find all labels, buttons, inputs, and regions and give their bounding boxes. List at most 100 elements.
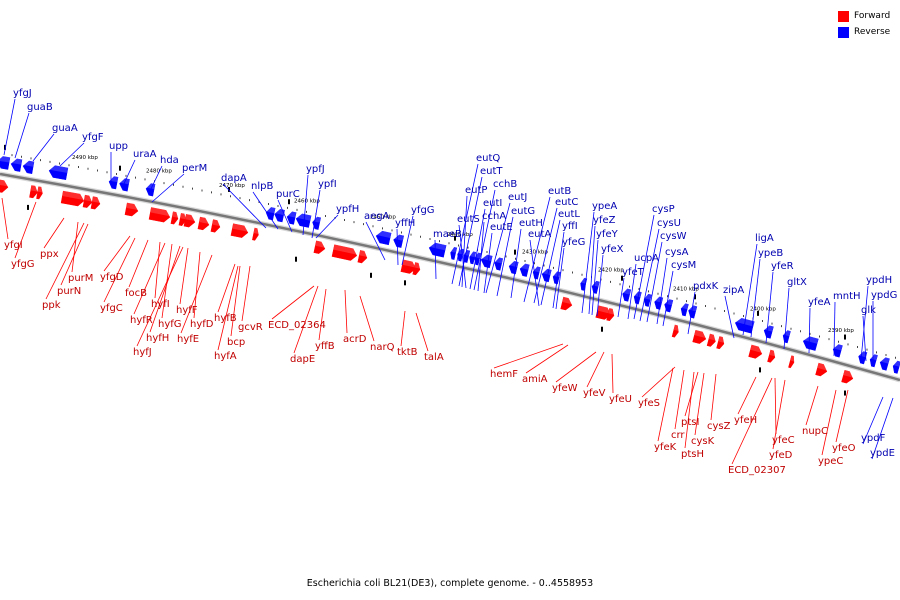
reverse-leader-line	[222, 183, 267, 229]
forward-gene-label: yfgC	[100, 303, 123, 314]
legend-forward: Forward	[838, 8, 890, 24]
reverse-leader-line	[555, 247, 565, 310]
reverse-gene-arrow	[375, 230, 392, 246]
reverse-gene-label: ypdF	[861, 433, 886, 444]
reverse-gene-arrow	[622, 288, 632, 302]
forward-gene-arrow	[170, 211, 179, 225]
reverse-gene-label: cchB	[493, 179, 517, 190]
forward-leader-line	[193, 251, 201, 319]
kbp-tick-label: 2390 kbp	[828, 328, 854, 334]
reverse-gene-label: yfeY	[596, 229, 619, 240]
forward-gene-label: hyfH	[146, 333, 169, 344]
reverse-gene-label: yfeG	[562, 237, 585, 248]
reverse-gene-arrow	[22, 160, 35, 174]
forward-gene-label: purN	[57, 286, 81, 297]
reverse-gene-label: eutB	[548, 186, 571, 197]
forward-gene-label: yfeK	[654, 442, 677, 453]
forward-gene-label: cysK	[691, 436, 715, 447]
forward-gene-label: yfeV	[583, 388, 606, 399]
forward-gene-label: yffB	[315, 341, 335, 352]
forward-leader-line	[71, 221, 79, 273]
reverse-gene-arrow	[580, 277, 588, 291]
forward-gene-label: amiA	[522, 374, 548, 385]
reverse-gene-label: guaA	[52, 123, 78, 134]
reverse-gene-arrow	[832, 344, 843, 358]
reverse-gene-label: uraA	[133, 149, 157, 160]
forward-gene-arrow	[183, 213, 196, 228]
reverse-gene-label: ypeA	[592, 201, 617, 212]
forward-leader-line	[731, 377, 773, 465]
reverse-gene-arrow	[508, 260, 519, 275]
forward-gene-arrow	[210, 219, 221, 233]
reverse-leader-line	[742, 243, 758, 336]
reverse-gene-arrow	[782, 330, 791, 344]
reverse-leader-line	[396, 228, 399, 266]
reverse-leader-line	[552, 231, 565, 309]
reverse-gene-arrow	[469, 251, 477, 265]
reverse-gene-label: cysA	[665, 247, 689, 258]
reverse-swatch	[838, 26, 849, 38]
forward-leader-line	[805, 385, 819, 426]
reverse-leader-line	[365, 221, 386, 261]
reverse-leader-line	[581, 211, 595, 314]
reverse-leader-line	[529, 239, 540, 307]
forward-gene-label: ppx	[40, 249, 59, 260]
reverse-leader-line	[523, 196, 551, 303]
kbp-tick-label: 2450 kbp	[370, 215, 396, 221]
position-marker	[514, 249, 516, 255]
reverse-leader-line	[302, 174, 309, 236]
forward-gene-arrow	[788, 355, 795, 369]
reverse-gene-label: cysU	[657, 218, 681, 229]
position-marker	[694, 294, 696, 300]
forward-leader-line	[774, 377, 777, 435]
reverse-leader-line	[434, 239, 437, 280]
reverse-gene-arrow	[552, 271, 561, 285]
forward-gene-label: acrD	[343, 334, 367, 345]
reverse-gene-label: eutL	[558, 209, 580, 220]
reverse-leader-line	[808, 307, 811, 354]
reverse-gene-label: ypfJ	[306, 164, 325, 175]
reverse-leader-line	[461, 195, 468, 288]
reverse-leader-line	[277, 199, 293, 233]
reverse-gene-label: eutP	[465, 185, 487, 196]
forward-gene-label: tktB	[397, 347, 418, 358]
forward-gene-arrow	[82, 194, 93, 208]
reverse-gene-label: eutG	[511, 206, 535, 217]
reverse-leader-line	[860, 285, 869, 361]
forward-gene-label: hyfJ	[133, 347, 152, 358]
forward-gene-label: hyfA	[214, 351, 237, 362]
reverse-gene-arrow	[274, 208, 285, 223]
forward-leader-line	[772, 379, 786, 450]
forward-gene-label: hyfF	[176, 305, 198, 316]
forward-gene-label: hyfI	[151, 299, 170, 310]
forward-gene-arrow	[36, 186, 43, 200]
forward-gene-arrow	[841, 369, 854, 384]
reverse-gene-label: eutA	[528, 229, 551, 240]
forward-gene-label: yfeS	[638, 398, 660, 409]
position-marker	[844, 334, 846, 340]
reverse-gene-label: ypdE	[870, 448, 895, 459]
reverse-leader-line	[765, 271, 774, 344]
forward-gene-label: ypeC	[818, 456, 843, 467]
reverse-gene-label: cysW	[660, 231, 687, 242]
forward-gene-label: hyfG	[158, 319, 182, 330]
forward-gene-label: hemF	[490, 369, 518, 380]
reverse-gene-arrow	[688, 305, 698, 319]
reverse-gene-arrow	[892, 360, 900, 374]
gene-arrows	[0, 156, 900, 384]
reverse-gene-arrow	[295, 213, 312, 228]
reverse-gene-label: yfeA	[808, 297, 831, 308]
genome-caption: Escherichia coli BL21(DE3), complete gen…	[306, 578, 594, 589]
reverse-gene-arrow	[393, 234, 404, 248]
forward-gene-label: yfgD	[100, 272, 124, 283]
forward-gene-arrow	[0, 179, 9, 193]
reverse-gene-label: eutQ	[476, 153, 500, 164]
reverse-gene-label: cysP	[652, 204, 675, 215]
reverse-gene-arrow	[450, 246, 458, 260]
position-marker	[370, 272, 372, 278]
forward-leader-line	[217, 263, 236, 313]
kbp-tick-label: 2410 kbp	[673, 287, 699, 293]
reverse-gene-label: eutS	[457, 214, 480, 225]
forward-gene-label: yfgI	[4, 240, 23, 251]
reverse-leader-line	[451, 163, 479, 285]
